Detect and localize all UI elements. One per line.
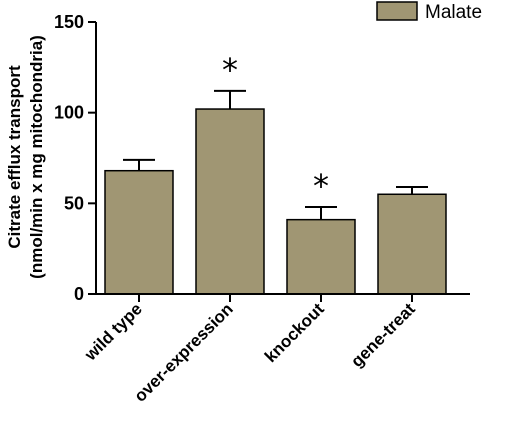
y-tick-label: 0 bbox=[74, 284, 84, 304]
y-tick-label: 150 bbox=[54, 12, 84, 32]
y-axis-label-line1: Citrate efflux transport bbox=[5, 65, 24, 249]
bar-3 bbox=[377, 193, 447, 295]
x-tick-label: gene-treat bbox=[347, 299, 419, 371]
legend: Malate bbox=[376, 1, 482, 23]
significance-marker: * bbox=[313, 167, 329, 205]
bar-0 bbox=[104, 169, 174, 295]
legend-label-malate: Malate bbox=[425, 2, 482, 23]
significance-marker: * bbox=[222, 51, 238, 89]
x-tick-label: over-expression bbox=[131, 299, 237, 405]
bar-2 bbox=[286, 218, 356, 295]
y-tick-label: 100 bbox=[54, 103, 84, 123]
x-tick-label: wild type bbox=[80, 299, 146, 365]
y-axis-label-line2: (nmol/min x mg mitochondria) bbox=[27, 35, 46, 279]
y-tick-label: 50 bbox=[64, 193, 84, 213]
bars: ** bbox=[104, 51, 447, 295]
legend-swatch bbox=[376, 1, 418, 21]
x-tick-label: knockout bbox=[261, 299, 328, 366]
bar-1 bbox=[195, 108, 265, 295]
y-axis: 0 50 100 150 bbox=[54, 12, 97, 304]
